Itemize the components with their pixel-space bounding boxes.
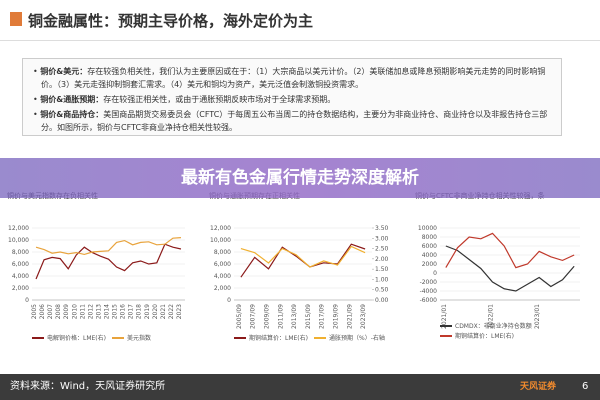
banner: 最新有色金属行情走势深度解析 [0,158,600,198]
series-line [35,237,182,256]
y-tick-label: 0 [433,270,437,277]
y-tick-label: 6000 [422,243,437,250]
legend-label: 期铜结算价：LME(右) [249,334,308,342]
footer: 资料来源：Wind，天风证券研究所 天风证券 6 [0,374,600,400]
x-tick-label: 2011/09 [277,304,284,329]
x-tick-label: 2006 [39,304,46,319]
bullet-text: 存在较强正相关性，或由于通胀预期反映市场对于全球需求预期。 [103,95,336,104]
x-tick-label: 2021/09 [346,304,353,329]
page-number: 6 [582,381,589,392]
y-tick-label: 4000 [422,252,437,259]
y-tick-label: 2,000 [214,285,231,292]
bullet: 铜价&美元：存在较强负相关性，我们认为主要原因或在于：（1）大宗商品以美元计价。… [33,65,551,91]
x-tick-label: 2017 [128,304,135,319]
x-tick-label: 2013 [95,304,102,319]
y-tick-label: -6000 [420,297,438,304]
y-tick-label: 0 [25,297,29,304]
source: 资料来源：Wind，天风证券研究所 [10,381,166,392]
bullet: 铜价&通胀预期：存在较强正相关性，或由于通胀预期反映市场对于全球需求预期。 [33,93,551,106]
y2-tick-label: 2.50 [375,246,389,253]
y-tick-label: 12,000 [210,225,231,232]
y-tick-label: 8,000 [214,249,231,256]
legend-label: 期铜结算价：LME(右) [455,332,514,340]
y2-tick-label: 1.00 [375,276,389,283]
x-tick-label: 2018 [136,304,143,319]
legend-label: 通胀预期（%）-右轴 [329,334,385,342]
x-tick-label: 2013/09 [291,304,298,329]
y-tick-label: 8,000 [12,249,29,256]
x-tick-label: 2011 [79,304,86,319]
x-tick-label: 2015 [112,304,119,319]
series-line [240,245,366,268]
logo: 天风证券 [520,382,557,392]
bullet-label: 铜价&商品持仓： [40,110,104,119]
x-tick-label: 2015/09 [305,304,312,329]
y-tick-label: -4000 [420,288,438,295]
y-tick-label: 8000 [422,234,437,241]
y-tick-label: 10,000 [210,237,231,244]
x-tick-label: 2023/09 [360,304,367,329]
x-tick-label: 2009 [63,304,70,319]
x-tick-label: 2022/01 [488,304,495,329]
y-tick-label: 6,000 [214,261,231,268]
legend-label: CDMDX：非商业净持仓数额 [455,322,532,330]
y-tick-label: 2,000 [12,285,29,292]
bullet: 铜价&商品持仓：美国商品期货交易委员会（CFTC）于每周五公布当周二的持仓数据结… [33,108,551,134]
y2-tick-label: 0.00 [375,297,389,304]
title: 铜金融属性：预期主导价格，海外定价为主 [28,12,314,30]
y2-tick-label: 1.50 [375,266,389,273]
x-tick-label: 2005/09 [236,304,243,329]
x-tick-label: 2009/09 [264,304,271,329]
legend-label: 电解铜价格：LME(右) [47,334,106,342]
y-tick-label: 2000 [422,261,437,268]
x-tick-label: 2008 [55,304,62,319]
x-tick-label: 2017/09 [319,304,326,329]
y-tick-label: -2000 [420,279,438,286]
x-tick-label: 2019 [144,304,151,319]
y-tick-label: 10,000 [8,237,29,244]
y2-tick-label: 3.50 [375,225,389,232]
x-tick-label: 2023/01 [534,304,541,329]
legend-label: 美元指数 [127,334,151,342]
y2-tick-label: 2.00 [375,256,389,263]
series-line [35,243,182,280]
x-tick-label: 2007 [47,304,54,319]
x-tick-label: 2016 [120,304,127,319]
x-tick-label: 2012 [87,304,94,319]
y2-tick-label: 3.00 [375,235,389,242]
bullet-text: 美国商品期货交易委员会（CFTC）于每周五公布当周二的持仓数据结构，主要分为非商… [41,110,548,132]
bullet-label: 铜价&通胀预期： [40,95,104,104]
x-tick-label: 2007/09 [250,304,257,329]
x-tick-label: 2010 [71,304,78,319]
bullet-box: 铜价&美元：存在较强负相关性，我们认为主要原因或在于：（1）大宗商品以美元计价。… [22,58,562,136]
series-line [445,245,575,292]
y-tick-label: 0 [227,297,231,304]
header: 铜金融属性：预期主导价格，海外定价为主 [0,0,600,41]
x-tick-label: 2020 [152,304,159,319]
x-tick-label: 2005 [31,304,38,319]
x-tick-label: 2023 [176,304,183,319]
x-tick-label: 2021 [160,304,167,319]
y-tick-label: 4,000 [12,273,29,280]
series-line [445,232,575,269]
icon [10,12,22,26]
y-tick-label: 12,000 [8,225,29,232]
y-tick-label: 10000 [418,225,437,232]
bullet-text: 存在较强负相关性，我们认为主要原因或在于：（1）大宗商品以美元计价。（2）美联储… [41,67,546,89]
bullet-label: 铜价&美元： [40,67,88,76]
y-tick-label: 4,000 [214,273,231,280]
x-tick-label: 2019/09 [333,304,340,329]
x-tick-label: 2022 [168,304,175,319]
y-tick-label: 6,000 [12,261,29,268]
x-tick-label: 2021/01 [441,304,448,329]
x-tick-label: 2014 [104,304,111,319]
y2-tick-label: 0.50 [375,287,389,294]
